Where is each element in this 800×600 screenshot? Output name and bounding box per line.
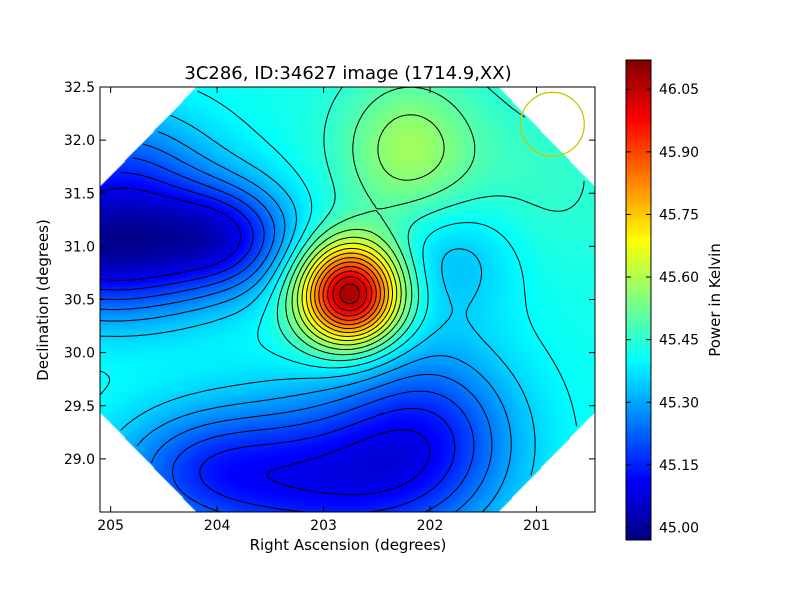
contour-level-3 — [99, 143, 493, 513]
colorbar-tick-label: 45.75 — [659, 207, 699, 223]
colorbar-tick-label: 46.05 — [659, 82, 699, 98]
heatmap-image — [100, 87, 595, 512]
y-tick-label: 30.5 — [64, 293, 95, 309]
contour-level-0 — [99, 187, 431, 496]
y-tick-label: 29.0 — [64, 452, 95, 468]
contour-level-19 — [339, 283, 360, 304]
y-tick-label: 31.5 — [64, 186, 95, 202]
contour-level-2 — [99, 157, 475, 513]
contour-level-4 — [99, 131, 512, 513]
colorbar-title: Power in Kelvin — [706, 243, 724, 357]
contour-level-15 — [318, 261, 381, 326]
colorbar-tick-label: 45.30 — [659, 395, 699, 411]
y-axis-title: Declination (degrees) — [34, 219, 52, 381]
colorbar-tick-label: 45.15 — [659, 458, 699, 474]
x-axis: 205 204 203 202 201 — [97, 87, 550, 534]
chart-title: 3C286, ID:34627 image (1714.9,XX) — [184, 63, 511, 84]
colorbar-axis: 45.00 45.15 45.30 45.45 45.60 45.75 45.90 46.05 — [626, 82, 699, 536]
y-tick-label: 30.0 — [64, 346, 95, 362]
colorbar-tick-label: 45.45 — [659, 333, 699, 349]
contour-level-13 — [310, 252, 389, 333]
contour-level-5 — [99, 115, 536, 476]
contour-level-12 — [305, 247, 393, 337]
y-tick-label: 32.0 — [64, 133, 95, 149]
contour-level-16 — [322, 266, 377, 321]
beam-circle — [519, 91, 585, 157]
y-axis: 29.0 29.5 30.0 30.5 31.0 31.5 32.0 32.5 — [64, 80, 595, 468]
contour-level-11 — [301, 242, 398, 342]
colorbar-image — [626, 60, 651, 540]
contour-level-1 — [99, 172, 456, 513]
contour-level-9 — [291, 114, 445, 350]
y-tick-label: 32.5 — [64, 80, 95, 96]
contour-level-14 — [314, 257, 385, 330]
colorbar-tick-label: 45.90 — [659, 145, 699, 161]
contour-level-18 — [332, 276, 367, 312]
x-tick-label: 204 — [204, 518, 231, 534]
colorbar-frame — [625, 59, 652, 541]
contour-level-10 — [296, 236, 402, 346]
y-tick-label: 31.0 — [64, 239, 95, 255]
contour-level-6 — [99, 90, 577, 427]
y-tick-label: 29.5 — [64, 399, 95, 415]
x-tick-label: 203 — [310, 518, 337, 534]
colorbar-tick-label: 45.60 — [659, 270, 699, 286]
x-tick-label: 205 — [97, 518, 124, 534]
x-tick-label: 202 — [417, 518, 444, 534]
x-tick-label: 201 — [523, 518, 550, 534]
contour-level-7 — [276, 86, 585, 362]
contour-level-17 — [327, 270, 373, 317]
contour-lines — [99, 86, 585, 513]
contour-level-8 — [285, 86, 476, 356]
x-axis-title: Right Ascension (degrees) — [250, 536, 447, 554]
colorbar-tick-label: 45.00 — [659, 520, 699, 536]
